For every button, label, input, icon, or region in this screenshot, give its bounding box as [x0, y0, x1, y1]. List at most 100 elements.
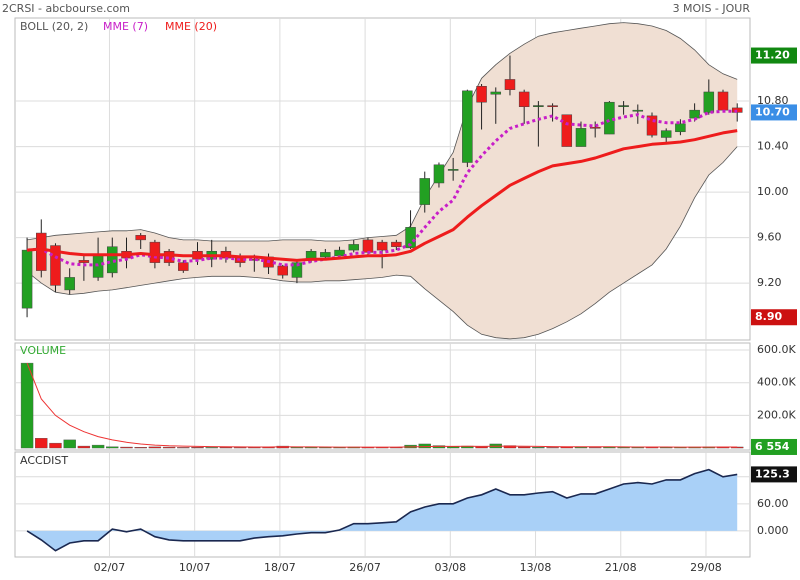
band-line [26, 146, 738, 340]
x-tick-label: 21/08 [605, 561, 637, 574]
volume-bar [91, 444, 105, 449]
candle-body [21, 249, 33, 309]
volume-bar [148, 446, 162, 449]
area-fill [27, 469, 738, 551]
line [26, 129, 738, 262]
legend-entry: MME (7) [103, 20, 148, 33]
volume-bar [233, 447, 247, 449]
candle-body [632, 109, 644, 112]
candle-body [703, 91, 715, 113]
volume-bar [532, 447, 545, 449]
candle-body [107, 246, 118, 274]
volume-bar [219, 447, 233, 449]
volume-bar [205, 447, 218, 449]
volume-bar [20, 362, 34, 449]
candle-body [391, 241, 402, 247]
candle-body [575, 128, 587, 147]
legend-entry: BOLL (20, 2) [20, 20, 88, 33]
candle-body [50, 245, 61, 286]
candle-body [717, 91, 729, 111]
volume-bar [546, 447, 559, 449]
band-line [27, 22, 738, 242]
volume-bar [418, 443, 431, 449]
chart-title: 2CRSI - abcbourse.com [2, 2, 130, 15]
candle-body [163, 251, 175, 263]
volume-panel [14, 342, 751, 451]
volume-bar [35, 438, 48, 449]
legend-entry: MME (20) [165, 20, 217, 33]
value-box [751, 466, 797, 483]
value-box [751, 104, 797, 121]
volume-bar [49, 442, 62, 449]
x-tick-label: 10/07 [179, 561, 211, 574]
candle-body [490, 91, 502, 95]
candle-body [419, 178, 431, 205]
volume-bar [134, 447, 147, 449]
volume-bar [77, 445, 91, 449]
y-tick-label: 9.20 [757, 276, 782, 289]
x-tick-label: 13/08 [520, 561, 552, 574]
y-tick-label: 0.000 [757, 524, 789, 537]
value-box [751, 47, 797, 64]
candle-body [689, 109, 700, 119]
candle-body [291, 262, 303, 278]
candle-body [660, 130, 672, 138]
candle-body [64, 277, 75, 291]
chart-subtitle: 3 MOIS - JOUR [673, 2, 751, 15]
value-box [751, 438, 797, 455]
candle-body [447, 169, 459, 171]
x-tick-label: 18/07 [264, 561, 296, 574]
area-line [26, 468, 738, 552]
volume-bar [177, 447, 190, 449]
candle-body [561, 114, 573, 147]
candle-body [149, 241, 161, 263]
candle-body [462, 90, 473, 163]
candle-body [504, 79, 516, 90]
value-box [751, 309, 797, 326]
panel-title: VOLUME [20, 344, 66, 357]
y-tick-label: 600.0K [757, 343, 796, 356]
volume-bar [63, 439, 76, 449]
candle-body [277, 265, 288, 276]
y-tick-label: 9.60 [757, 231, 782, 244]
volume-bar [517, 446, 531, 449]
candle-body [433, 164, 445, 184]
marks [15, 18, 750, 557]
panel-title: ACCDIST [20, 454, 68, 467]
candle-body [476, 86, 487, 103]
x-tick-label: 26/07 [349, 561, 381, 574]
volume-bar [731, 446, 744, 449]
candle-body [533, 105, 544, 107]
value-box-label: 125.3 [755, 467, 790, 480]
candle-body [618, 105, 629, 107]
value-box-label: 10.70 [755, 105, 790, 118]
line [26, 109, 738, 267]
band-fill [27, 22, 738, 339]
value-box-label: 6 554 [755, 440, 790, 453]
y-tick-label: 400.0K [757, 376, 796, 389]
candle-body [731, 107, 743, 113]
volume-bar [475, 446, 488, 449]
x-tick-label: 29/08 [690, 561, 722, 574]
candle-body [362, 239, 374, 253]
y-tick-label: 10.00 [757, 185, 789, 198]
candle-body [405, 227, 416, 249]
x-tick-label: 02/07 [94, 561, 126, 574]
candle-body [376, 241, 388, 251]
candle-body [348, 244, 359, 251]
volume-bar [106, 446, 119, 449]
value-box-label: 8.90 [755, 310, 782, 323]
volume-bar [588, 447, 602, 449]
volume-bar [162, 446, 176, 449]
candle-body [320, 252, 331, 258]
volume-bar [191, 447, 204, 449]
candle-body [178, 262, 189, 271]
volume-bar [503, 445, 517, 449]
y-tick-label: 200.0K [757, 408, 796, 421]
x-tick-label: 03/08 [434, 561, 466, 574]
volume-bar [120, 446, 133, 449]
candle-body [518, 91, 530, 107]
y-tick-label: 60.00 [757, 497, 789, 510]
y-tick-label: 10.40 [757, 140, 789, 153]
